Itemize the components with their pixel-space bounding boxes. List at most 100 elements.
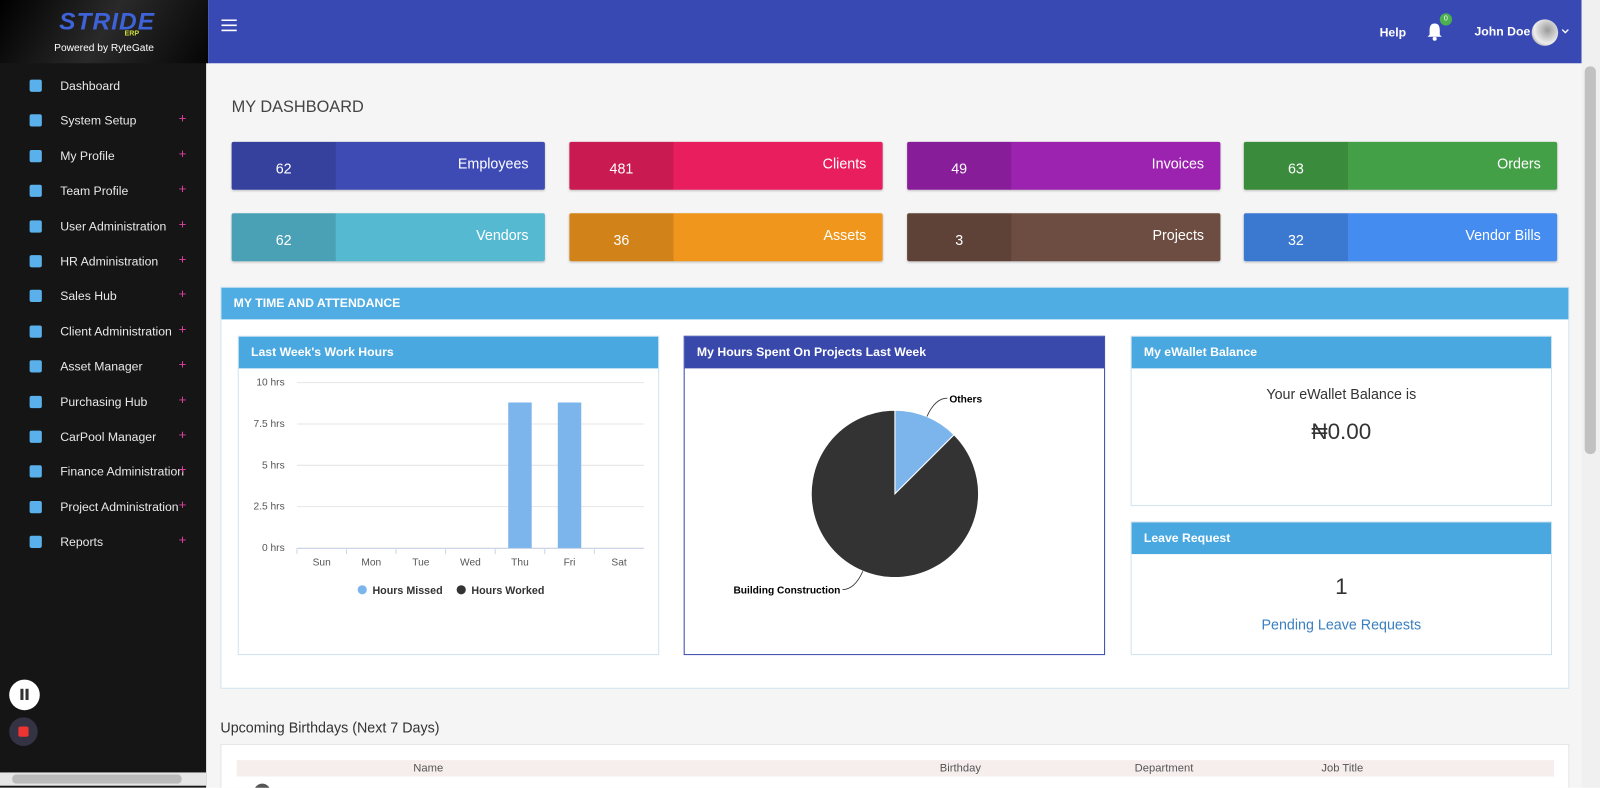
- menu-button[interactable]: [221, 19, 237, 32]
- panel-header: My Hours Spent On Projects Last Week: [684, 336, 1105, 369]
- sidebar: Dashboard System Setup + My Profile + Team Pr…: [0, 0, 207, 788]
- nav-label: User Administration: [60, 218, 167, 234]
- h-scroll-thumb[interactable]: [12, 774, 182, 784]
- birthdays-title: Upcoming Birthdays (Next 7 Days): [220, 719, 440, 736]
- nav-label: Client Administration: [60, 324, 172, 339]
- tile-value: 49: [951, 160, 968, 177]
- nav-item[interactable]: Sales Hub +: [0, 281, 200, 312]
- nav-item[interactable]: Asset Manager +: [0, 351, 200, 382]
- leave-link[interactable]: Pending Leave Requests: [1261, 616, 1422, 633]
- nav-label: HR Administration: [60, 254, 159, 269]
- nav-item[interactable]: User Administration +: [0, 211, 200, 242]
- pause-button[interactable]: [9, 679, 40, 711]
- nav-item[interactable]: Team Profile +: [0, 176, 200, 207]
- nav-icon: [29, 149, 42, 163]
- nav-label: Dashboard: [60, 78, 121, 93]
- nav-item[interactable]: Dashboard: [0, 70, 200, 101]
- nav-icon: [29, 430, 42, 443]
- stop-button[interactable]: [9, 717, 38, 746]
- stat-tile[interactable]: 32 Vendor Bills: [1243, 213, 1558, 262]
- legend-marker: [456, 585, 466, 595]
- nav-icon: [29, 290, 42, 303]
- user-caret[interactable]: [1561, 29, 1569, 35]
- y-tick-label: 2.5 hrs: [254, 502, 285, 513]
- tile-shade: [907, 213, 1012, 262]
- nav-item[interactable]: Finance Administration +: [0, 457, 200, 488]
- column-header: Department: [1134, 762, 1194, 775]
- tile-label: Clients: [822, 155, 867, 172]
- birthdays-table: Name Birthday Department Job Title: [220, 743, 1570, 788]
- nav-expander: +: [178, 110, 187, 126]
- stat-tile[interactable]: 62 Employees: [231, 141, 545, 190]
- panel-header: Leave Request: [1131, 522, 1552, 555]
- legend-marker: [357, 585, 367, 595]
- nav-icon: [29, 325, 42, 338]
- tile-label: Assets: [823, 226, 867, 243]
- stat-tile[interactable]: 481 Clients: [569, 141, 883, 190]
- nav-item[interactable]: Reports +: [0, 527, 200, 558]
- tile-shade: [1243, 213, 1348, 262]
- bell-icon[interactable]: [1427, 22, 1443, 41]
- tile-value: 63: [1287, 160, 1304, 177]
- y-tick-label: 5 hrs: [262, 460, 285, 471]
- nav-expander: +: [178, 356, 187, 372]
- nav-item[interactable]: Project Administration +: [0, 492, 200, 523]
- tile-label: Vendors: [476, 226, 529, 243]
- nav-item[interactable]: HR Administration +: [0, 246, 200, 277]
- x-tick-label: Sat: [611, 557, 626, 568]
- tile-value: 32: [1287, 231, 1304, 248]
- tile-shade: [569, 213, 674, 262]
- nav-item[interactable]: CarPool Manager +: [0, 421, 200, 452]
- nav-item[interactable]: My Profile +: [0, 141, 200, 172]
- work-hours-panel: Last Week's Work Hours 0 hrs 2.5 hrs 5 hrs…: [237, 335, 660, 656]
- ewallet-panel: My eWallet Balance Your eWallet Balance …: [1130, 335, 1553, 507]
- legend-label: Hours Missed: [372, 585, 442, 597]
- stat-tile[interactable]: 36 Assets: [569, 213, 883, 262]
- tile-label: Vendor Bills: [1465, 226, 1541, 243]
- column-header: Name: [413, 762, 444, 775]
- column-header: Job Title: [1321, 762, 1364, 775]
- stat-tile[interactable]: 3 Projects: [907, 213, 1221, 262]
- scroll-thumb[interactable]: [1584, 66, 1596, 455]
- bar: [557, 402, 582, 548]
- nav-label: System Setup: [60, 113, 137, 128]
- nav-icon: [29, 79, 42, 92]
- pie-slice: [810, 409, 980, 579]
- tile-label: Projects: [1152, 226, 1205, 243]
- stat-tile[interactable]: 63 Orders: [1243, 141, 1558, 190]
- bar: [508, 402, 532, 548]
- nav-icon: [29, 114, 42, 127]
- brand-sub: ERP: [124, 30, 140, 38]
- x-tick-label: Thu: [511, 557, 529, 568]
- nav-item[interactable]: System Setup +: [0, 105, 200, 136]
- nav-icon: [29, 500, 42, 514]
- nav-item[interactable]: Purchasing Hub +: [0, 386, 200, 417]
- tile-shade: [907, 141, 1012, 190]
- scrollbar[interactable]: [1581, 0, 1600, 788]
- stat-tile[interactable]: 62 Vendors: [231, 213, 545, 262]
- avatar[interactable]: [1531, 19, 1559, 46]
- brand: STRIDE: [59, 8, 156, 36]
- powered-by: Powered by RyteGate: [54, 42, 154, 55]
- user-name[interactable]: John Doe: [1474, 24, 1531, 39]
- nav-expander: +: [178, 426, 187, 442]
- notification-badge: 0: [1439, 13, 1453, 26]
- nav-label: Asset Manager: [60, 359, 143, 374]
- nav-label: Project Administration: [60, 499, 179, 515]
- nav-label: Purchasing Hub: [60, 394, 148, 409]
- tile-value: 481: [609, 160, 634, 177]
- slice-label: Building Construction: [733, 586, 840, 597]
- stat-tile[interactable]: 49 Invoices: [907, 141, 1221, 190]
- nav-expander: +: [178, 321, 187, 337]
- tile-value: 36: [613, 231, 630, 248]
- nav-item[interactable]: Client Administration +: [0, 316, 200, 347]
- x-tick-label: Mon: [361, 557, 381, 568]
- ewallet-text: Your eWallet Balance is: [1266, 385, 1417, 403]
- legend-label: Hours Worked: [471, 585, 544, 597]
- nav-label: Reports: [60, 534, 104, 550]
- help-link[interactable]: Help: [1379, 25, 1407, 40]
- h-scrollbar[interactable]: [0, 772, 207, 786]
- tile-shade: [231, 141, 336, 190]
